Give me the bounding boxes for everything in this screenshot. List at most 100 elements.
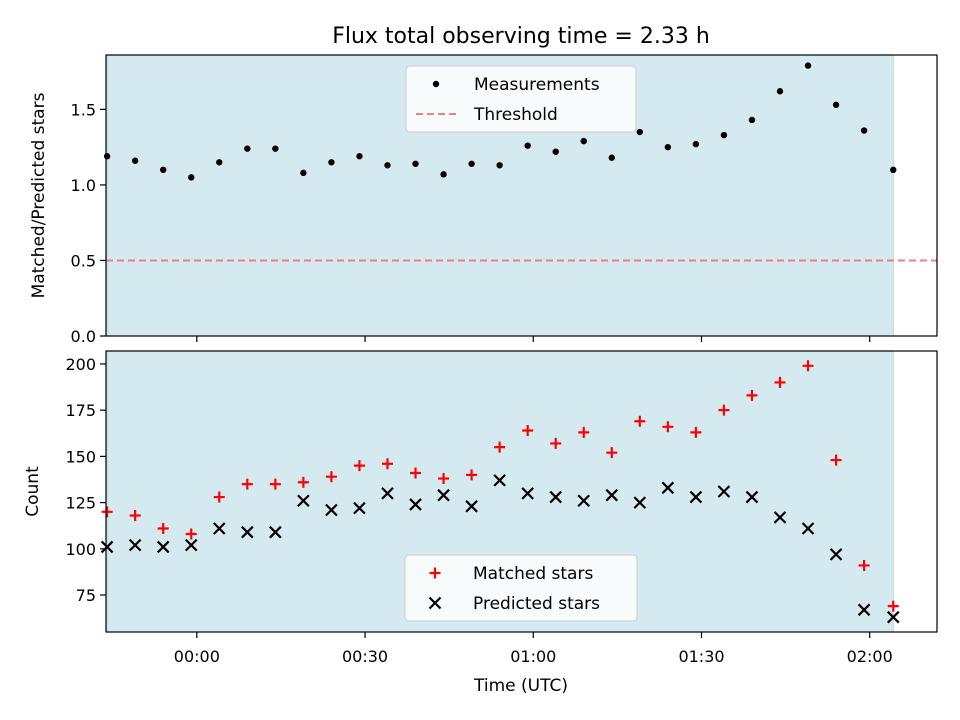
- matched-stars-point: [353, 460, 365, 472]
- count-panel: 75 100 125 150 175 200 00:00 00:30 01:00 01:30 02:…: [23, 350, 938, 666]
- x-tick-label: 00:00: [174, 647, 220, 666]
- matched-stars-point: [101, 506, 113, 518]
- matched-stars-point: [634, 415, 646, 427]
- matched-stars-point: [690, 426, 702, 438]
- measurements-point: [524, 142, 531, 149]
- matched-stars-point: [578, 426, 590, 438]
- measurements-point: [496, 162, 503, 169]
- predicted-stars-point: [325, 503, 338, 517]
- matched-stars-point: [830, 454, 842, 466]
- legend-measurements-swatch: [432, 80, 440, 88]
- measurements-point: [328, 159, 335, 166]
- measurements-point: [356, 153, 363, 160]
- matched-stars-point: [494, 441, 506, 453]
- measurements-point: [244, 145, 251, 152]
- measurements-point: [804, 62, 812, 69]
- matched-stars-point: [297, 476, 309, 488]
- legend-box: [405, 65, 637, 133]
- measurements-point: [188, 174, 195, 181]
- y-axis-label: Count: [23, 466, 43, 517]
- matched-stars-point: [466, 469, 478, 481]
- legend-matched-stars-swatch: [429, 567, 441, 579]
- matched-stars-point: [325, 471, 337, 483]
- legend: Measurements Threshold: [405, 65, 637, 133]
- matched-stars-point: [662, 421, 674, 433]
- matched-stars-point: [438, 473, 450, 485]
- x-axis-label: Time (UTC): [473, 676, 568, 696]
- matched-stars-point: [129, 510, 141, 522]
- predicted-stars-point: [241, 525, 254, 539]
- measurements-point: [636, 128, 644, 136]
- predicted-stars-point: [857, 603, 871, 617]
- predicted-stars-point: [269, 525, 282, 539]
- predicted-stars-point: [549, 490, 562, 504]
- y-tick-label: 125: [65, 494, 96, 513]
- matched-stars-point: [774, 376, 786, 388]
- legend-box: [404, 554, 638, 622]
- predicted-stars-point: [128, 538, 142, 552]
- measurements-point: [440, 171, 447, 178]
- matched-stars-point: [550, 437, 562, 449]
- matched-stars-point: [269, 478, 281, 490]
- predicted-stars-point: [577, 494, 591, 508]
- measurements-point: [608, 154, 615, 161]
- predicted-stars-point: [184, 538, 198, 552]
- predicted-stars-point: [156, 540, 170, 554]
- measurements-point: [776, 88, 784, 95]
- y-tick-label: 100: [65, 540, 96, 559]
- matched-stars-point: [718, 404, 730, 416]
- predicted-stars-point: [801, 522, 815, 535]
- legend-label: Threshold: [473, 105, 558, 125]
- predicted-stars-point: [521, 487, 534, 500]
- y-tick-label: 200: [65, 355, 96, 374]
- measurements-point: [692, 140, 700, 148]
- predicted-stars-point: [381, 487, 394, 500]
- predicted-stars-point: [297, 494, 310, 508]
- measurements-point: [580, 137, 587, 145]
- y-tick-label: 1.5: [71, 100, 96, 119]
- measurements-point: [103, 153, 111, 160]
- predicted-stars-point: [605, 488, 619, 502]
- measurements-point: [860, 127, 868, 134]
- legend-predicted-stars-swatch: [428, 596, 442, 610]
- measurements-point: [552, 148, 559, 155]
- y-tick-label: 0.5: [71, 251, 96, 270]
- ratio-panel: 0.0 0.5 1.0 1.5 Matched/Predicted stars Measu…: [29, 54, 938, 346]
- y-tick-label: 150: [65, 447, 96, 466]
- matched-stars-point: [858, 559, 870, 571]
- predicted-stars-point: [717, 485, 731, 498]
- measurements-point: [216, 159, 223, 166]
- legend: Matched stars Predicted stars: [404, 554, 638, 622]
- measurements-point: [384, 162, 391, 169]
- measurements-point: [272, 145, 279, 152]
- matched-stars-point: [887, 600, 899, 612]
- legend-label: Matched stars: [473, 564, 593, 584]
- matched-stars-point: [185, 528, 197, 540]
- y-tick-label: 0.0: [71, 327, 96, 346]
- measurements-point: [832, 101, 840, 109]
- measurements-point: [890, 166, 897, 174]
- measurements-point: [748, 116, 756, 124]
- x-tick-label: 01:30: [678, 647, 724, 666]
- matched-stars-point: [606, 447, 618, 459]
- predicted-stars-point: [633, 496, 647, 509]
- y-tick-label: 75: [76, 586, 96, 605]
- predicted-stars-point: [100, 540, 114, 554]
- measurements-point: [412, 160, 419, 167]
- predicted-stars-point: [437, 488, 450, 502]
- axes-frame: [105, 54, 938, 337]
- predicted-stars-point: [886, 610, 900, 624]
- matched-stars-point: [157, 522, 169, 534]
- predicted-stars-point: [493, 474, 506, 487]
- legend-label: Measurements: [474, 75, 600, 95]
- y-axis-label: Matched/Predicted stars: [29, 92, 49, 298]
- x-tick-label: 01:00: [510, 647, 556, 666]
- matched-stars-point: [410, 467, 422, 479]
- predicted-stars-point: [829, 548, 843, 561]
- y-tick-label: 1.0: [71, 176, 96, 195]
- predicted-stars-point: [465, 500, 478, 513]
- x-tick-label: 02:00: [847, 647, 893, 666]
- matched-stars-point: [241, 478, 253, 490]
- matched-stars-point: [522, 424, 534, 436]
